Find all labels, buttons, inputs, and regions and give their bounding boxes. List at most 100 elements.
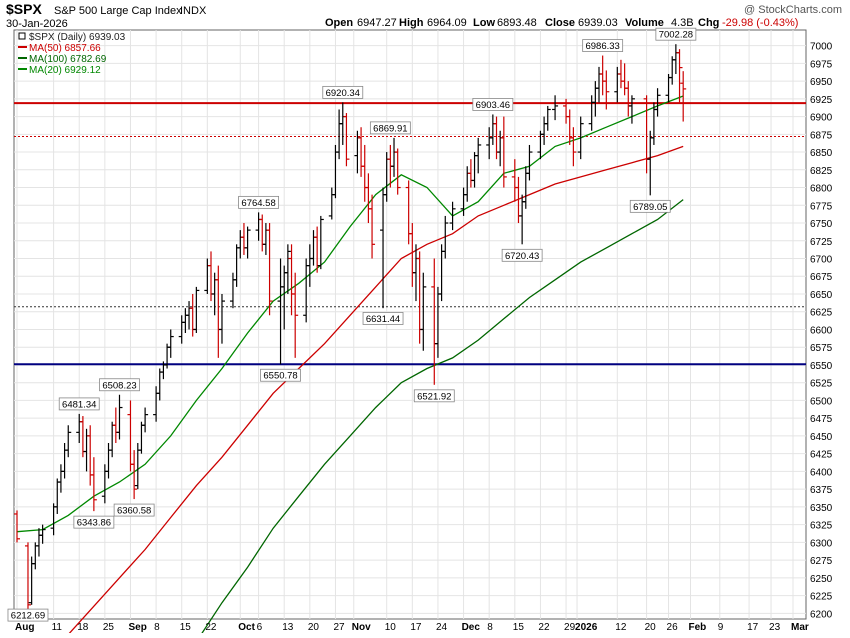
ohlc-bar	[394, 148, 401, 195]
x-tick-label: Aug	[15, 622, 34, 633]
open-value: 6947.27	[357, 17, 397, 29]
annotation-box	[260, 368, 301, 382]
annotation-label: 6920.34	[326, 88, 360, 99]
ohlc-bar	[475, 137, 482, 174]
x-tick-label: 10	[385, 622, 397, 633]
annotation-box	[582, 39, 624, 52]
legend-entry: MA(100) 6782.69	[29, 54, 107, 65]
annotation-box	[322, 85, 364, 99]
ohlc-bar	[167, 329, 174, 358]
low-label: Low	[473, 17, 495, 29]
y-tick-label: 6825	[810, 166, 833, 177]
close-value: 6939.03	[578, 17, 618, 29]
watermark: @ StockCharts.com	[744, 4, 842, 16]
x-tick-label: 11	[52, 622, 63, 633]
ohlc-bar	[292, 272, 299, 358]
ohlc-bar	[577, 116, 584, 160]
annotation-box	[73, 515, 115, 529]
x-tick-label: 22	[205, 622, 217, 633]
ohlc-bar	[544, 105, 551, 131]
x-tick-label: Sep	[128, 622, 146, 633]
close-label: Close	[545, 17, 575, 29]
chg-label: Chg	[698, 17, 719, 29]
annotation-label: 6720.43	[505, 251, 539, 262]
price-annotation: 6631.44	[362, 312, 404, 325]
ohlc-bar	[500, 116, 507, 188]
moving-averages	[16, 95, 684, 638]
chart-name: S&P 500 Large Cap Index	[54, 5, 182, 17]
y-tick-label: 6650	[810, 290, 833, 301]
annotation-label: 6508.23	[102, 380, 136, 391]
y-tick-label: 6925	[810, 95, 833, 106]
x-tick-label: 24	[436, 622, 448, 633]
ohlc-bar	[90, 457, 97, 512]
x-tick-label: Feb	[689, 622, 707, 633]
ohlc-bar	[526, 144, 533, 181]
x-tick-label: 20	[308, 622, 320, 633]
annotation-label: 6481.34	[62, 399, 96, 410]
x-tick-label: 22	[538, 622, 550, 633]
moving-average-line	[198, 199, 684, 638]
y-tick-label: 6550	[810, 361, 833, 372]
price-annotation: 7002.28	[655, 27, 697, 41]
y-tick-label: 6400	[810, 467, 833, 478]
annotation-label: 6869.91	[373, 123, 407, 134]
x-tick-label: 25	[103, 622, 115, 633]
price-bars	[14, 44, 687, 610]
x-tick-label: 20	[645, 622, 657, 633]
price-annotation: 6360.58	[113, 503, 155, 517]
x-tick-label: 17	[747, 622, 759, 633]
legend-entry: MA(20) 6929.12	[29, 65, 101, 76]
y-tick-label: 6300	[810, 538, 833, 549]
annotation-label: 6903.46	[476, 100, 510, 111]
ohlc-bar	[14, 510, 20, 543]
y-tick-label: 6625	[810, 308, 833, 319]
annotation-label: 6550.78	[263, 371, 297, 382]
annotation-label: 7002.28	[659, 30, 693, 41]
x-tick-label: 13	[282, 622, 294, 633]
y-tick-label: 6725	[810, 237, 833, 248]
ohlc-bar	[676, 49, 683, 103]
annotation-box	[7, 608, 49, 622]
x-tick-label: Mar	[791, 622, 809, 633]
y-tick-label: 6325	[810, 521, 833, 532]
ohlc-bar	[369, 194, 376, 259]
annotation-label: 6212.69	[11, 611, 45, 622]
x-tick-label: 2026	[575, 622, 598, 633]
ohlc-bar	[193, 286, 200, 334]
y-tick-label: 6575	[810, 343, 833, 354]
ohlc-bar	[284, 244, 291, 294]
y-tick-label: 6600	[810, 325, 833, 336]
volume-label: Volume	[625, 17, 664, 29]
moving-average-line	[67, 145, 684, 636]
x-tick-label: 26	[667, 622, 679, 633]
annotation-box	[501, 248, 543, 262]
horizontal-lines	[14, 102, 806, 366]
plot-area	[13, 29, 807, 620]
y-tick-label: 6875	[810, 130, 833, 141]
y-tick-label: 6800	[810, 184, 833, 195]
ohlc-bar	[680, 71, 687, 122]
y-tick-label: 6950	[810, 77, 833, 88]
annotation-box	[369, 121, 411, 135]
chart-symbol: $SPX	[6, 1, 42, 17]
y-axis: 6200 6225 6250 6275 6300 6325 6350 6375 6400 6425…	[810, 42, 833, 621]
x-tick-label: 9	[718, 622, 724, 633]
y-tick-label: 6450	[810, 432, 833, 443]
annotation-label: 6360.58	[117, 506, 151, 517]
y-tick-label: 6975	[810, 59, 833, 70]
x-tick-label: 15	[513, 622, 525, 633]
grid	[14, 30, 806, 619]
y-tick-label: 6525	[810, 379, 833, 390]
y-tick-label: 6850	[810, 148, 833, 159]
y-tick-label: 6475	[810, 414, 833, 425]
ohlc-bar	[603, 70, 610, 110]
price-annotation: 6789.05	[629, 199, 671, 213]
annotation-box	[629, 199, 671, 213]
annotation-label: 6789.05	[633, 202, 667, 213]
ohlc-bar	[218, 293, 225, 344]
y-tick-label: 6675	[810, 272, 833, 283]
annotation-box	[655, 27, 697, 41]
x-tick-label: 29	[564, 622, 576, 633]
